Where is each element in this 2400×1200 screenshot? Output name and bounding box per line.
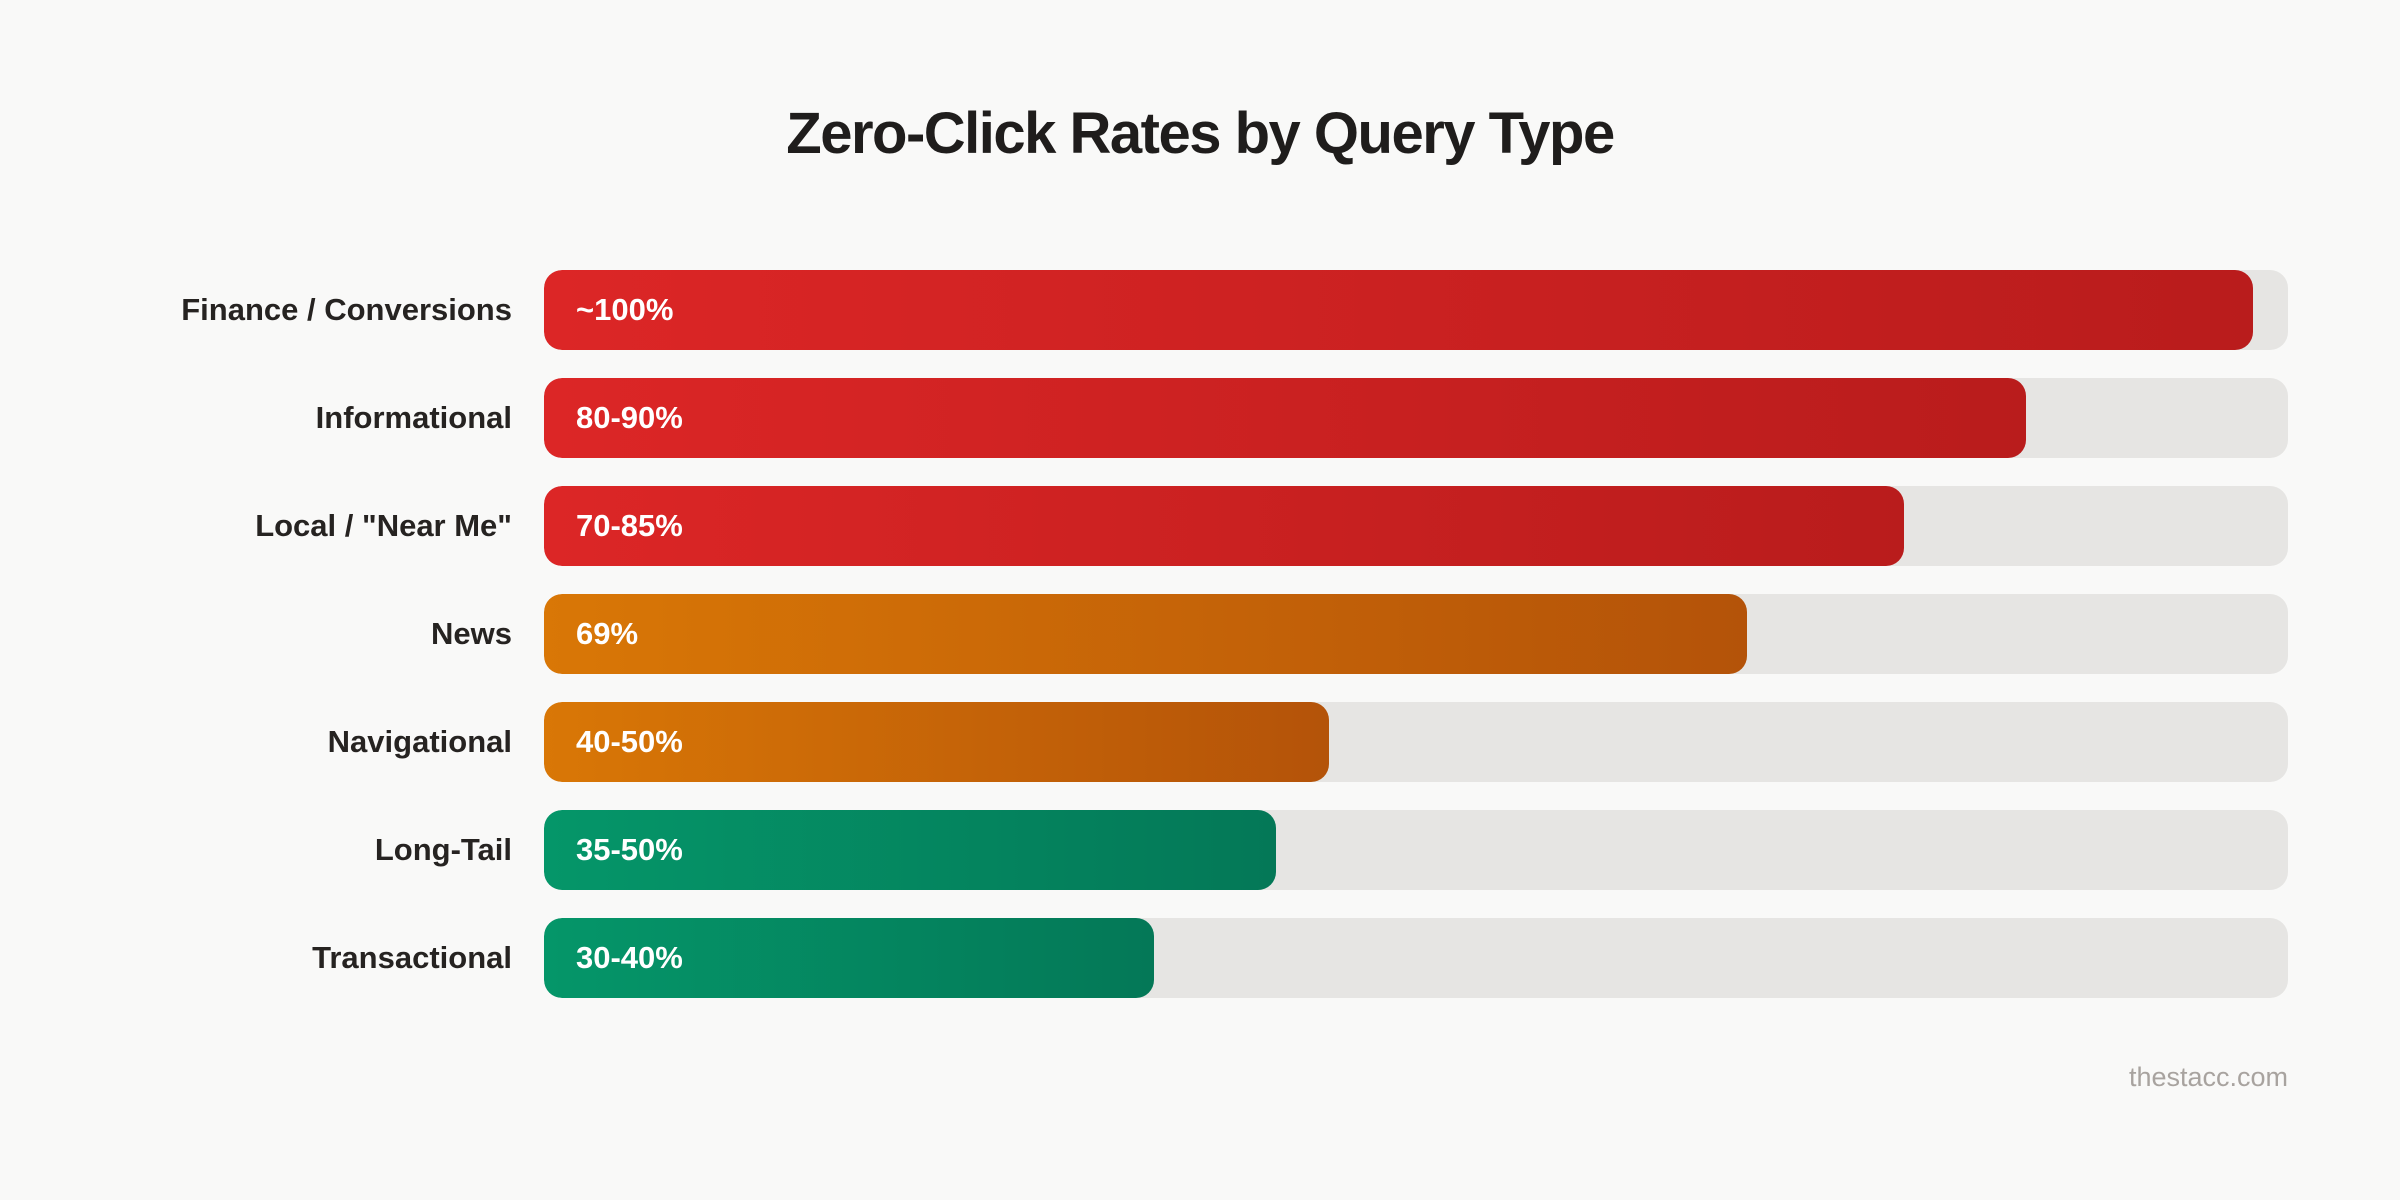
bar-row: Informational 80-90% <box>0 378 2400 458</box>
value-label: ~100% <box>576 292 674 327</box>
bar: 80-90% <box>544 378 2027 458</box>
bar-track: 35-50% <box>544 810 2288 890</box>
source-credit: thestacc.com <box>2128 1062 2288 1092</box>
value-label: 80-90% <box>576 400 683 435</box>
bar-track: 70-85% <box>544 486 2288 566</box>
chart-title: Zero-Click Rates by Query Type <box>786 101 1615 166</box>
value-label: 35-50% <box>576 832 683 867</box>
value-label: 40-50% <box>576 724 683 759</box>
bar-track: 80-90% <box>544 378 2288 458</box>
category-label: Long-Tail <box>374 832 512 867</box>
bar: ~100% <box>544 270 2254 350</box>
bar-track: 40-50% <box>544 702 2288 782</box>
category-label: Local / "Near Me" <box>255 508 512 543</box>
bar-row: Transactional 30-40% <box>0 918 2400 998</box>
bar-track: 30-40% <box>544 918 2288 998</box>
category-label: Finance / Conversions <box>181 292 512 327</box>
category-label: Navigational <box>327 724 512 759</box>
bar-row: Local / "Near Me" 70-85% <box>0 486 2400 566</box>
bar-track: 69% <box>544 594 2288 674</box>
bar: 35-50% <box>544 810 1277 890</box>
category-label: Transactional <box>312 940 512 975</box>
category-label: Informational <box>315 400 512 435</box>
bar: 69% <box>544 594 1748 674</box>
category-label: News <box>431 616 512 651</box>
value-label: 30-40% <box>576 940 683 975</box>
bar: 30-40% <box>544 918 1155 998</box>
bar-row: Finance / Conversions ~100% <box>0 270 2400 350</box>
bar: 70-85% <box>544 486 1905 566</box>
bar-row: Long-Tail 35-50% <box>0 810 2400 890</box>
bar-row: Navigational 40-50% <box>0 702 2400 782</box>
bar: 40-50% <box>544 702 1329 782</box>
bar-track: ~100% <box>544 270 2288 350</box>
bar-row: News 69% <box>0 594 2400 674</box>
value-label: 70-85% <box>576 508 683 543</box>
value-label: 69% <box>576 616 639 651</box>
